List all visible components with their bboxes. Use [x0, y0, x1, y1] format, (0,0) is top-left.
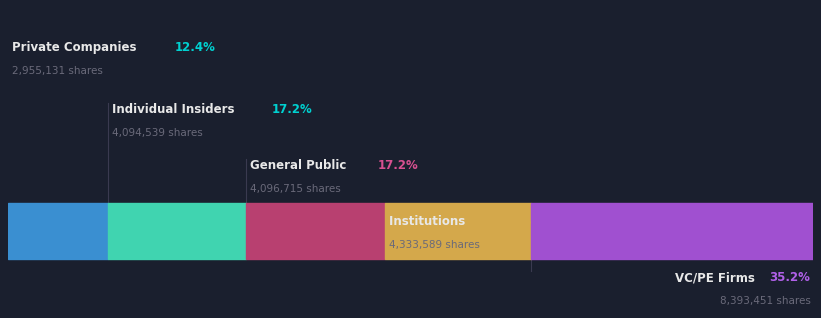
- Text: 12.4%: 12.4%: [175, 41, 216, 53]
- Text: 18.2%: 18.2%: [490, 215, 531, 228]
- Text: Individual Insiders: Individual Insiders: [112, 103, 239, 116]
- Text: Institutions: Institutions: [389, 215, 469, 228]
- Bar: [531, 203, 814, 259]
- Bar: [8, 203, 108, 259]
- Bar: [385, 203, 531, 259]
- Text: 35.2%: 35.2%: [769, 271, 810, 284]
- Text: 2,955,131 shares: 2,955,131 shares: [12, 66, 103, 75]
- Text: 8,393,451 shares: 8,393,451 shares: [719, 296, 810, 306]
- Text: 4,096,715 shares: 4,096,715 shares: [250, 184, 342, 194]
- Bar: [108, 203, 246, 259]
- Bar: [246, 203, 385, 259]
- Text: VC/PE Firms: VC/PE Firms: [675, 271, 759, 284]
- Text: Private Companies: Private Companies: [12, 41, 141, 53]
- Text: General Public: General Public: [250, 159, 351, 172]
- Text: 4,333,589 shares: 4,333,589 shares: [389, 240, 479, 250]
- Text: 17.2%: 17.2%: [378, 159, 418, 172]
- Text: 4,094,539 shares: 4,094,539 shares: [112, 128, 203, 138]
- Text: 17.2%: 17.2%: [272, 103, 313, 116]
